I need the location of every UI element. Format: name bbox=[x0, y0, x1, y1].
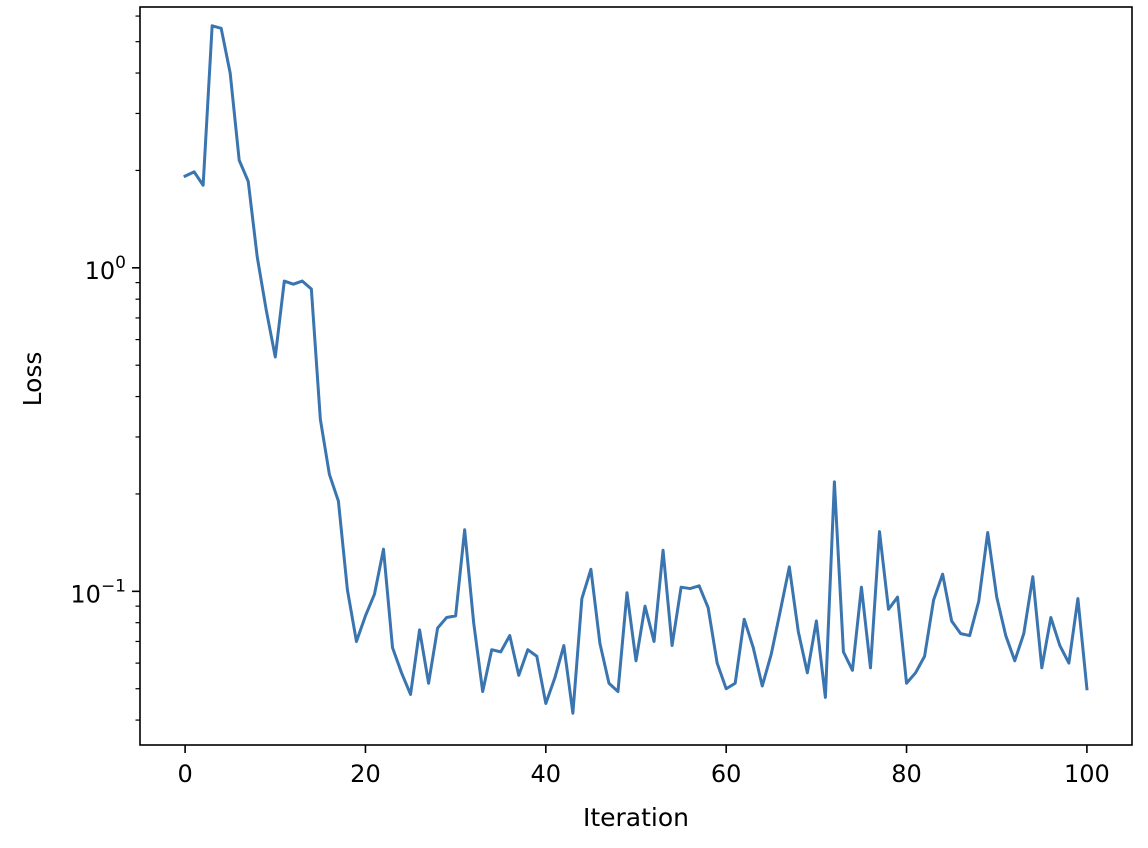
x-axis-ticks: 0 20 40 60 80 100 bbox=[177, 745, 1110, 788]
x-tick-label: 0 bbox=[177, 760, 192, 788]
y-tick-exponent: −1 bbox=[101, 576, 126, 596]
x-tick-label: 80 bbox=[891, 760, 922, 788]
x-tick-label: 20 bbox=[350, 760, 381, 788]
x-tick-label: 40 bbox=[531, 760, 562, 788]
plot-frame bbox=[139, 6, 1133, 746]
plot-area bbox=[140, 7, 1132, 745]
x-tick-label: 100 bbox=[1064, 760, 1110, 788]
y-tick-label: 10−1 bbox=[70, 576, 126, 608]
y-tick-label: 100 bbox=[85, 253, 126, 285]
y-axis-label: Loss bbox=[18, 352, 47, 407]
x-tick-label: 60 bbox=[711, 760, 742, 788]
y-tick-exponent: 0 bbox=[115, 253, 126, 273]
loss-series-line bbox=[183, 24, 1089, 715]
y-tick-base: 10 bbox=[70, 580, 101, 608]
y-tick-base: 10 bbox=[85, 257, 116, 285]
x-axis-label: Iteration bbox=[583, 803, 689, 832]
